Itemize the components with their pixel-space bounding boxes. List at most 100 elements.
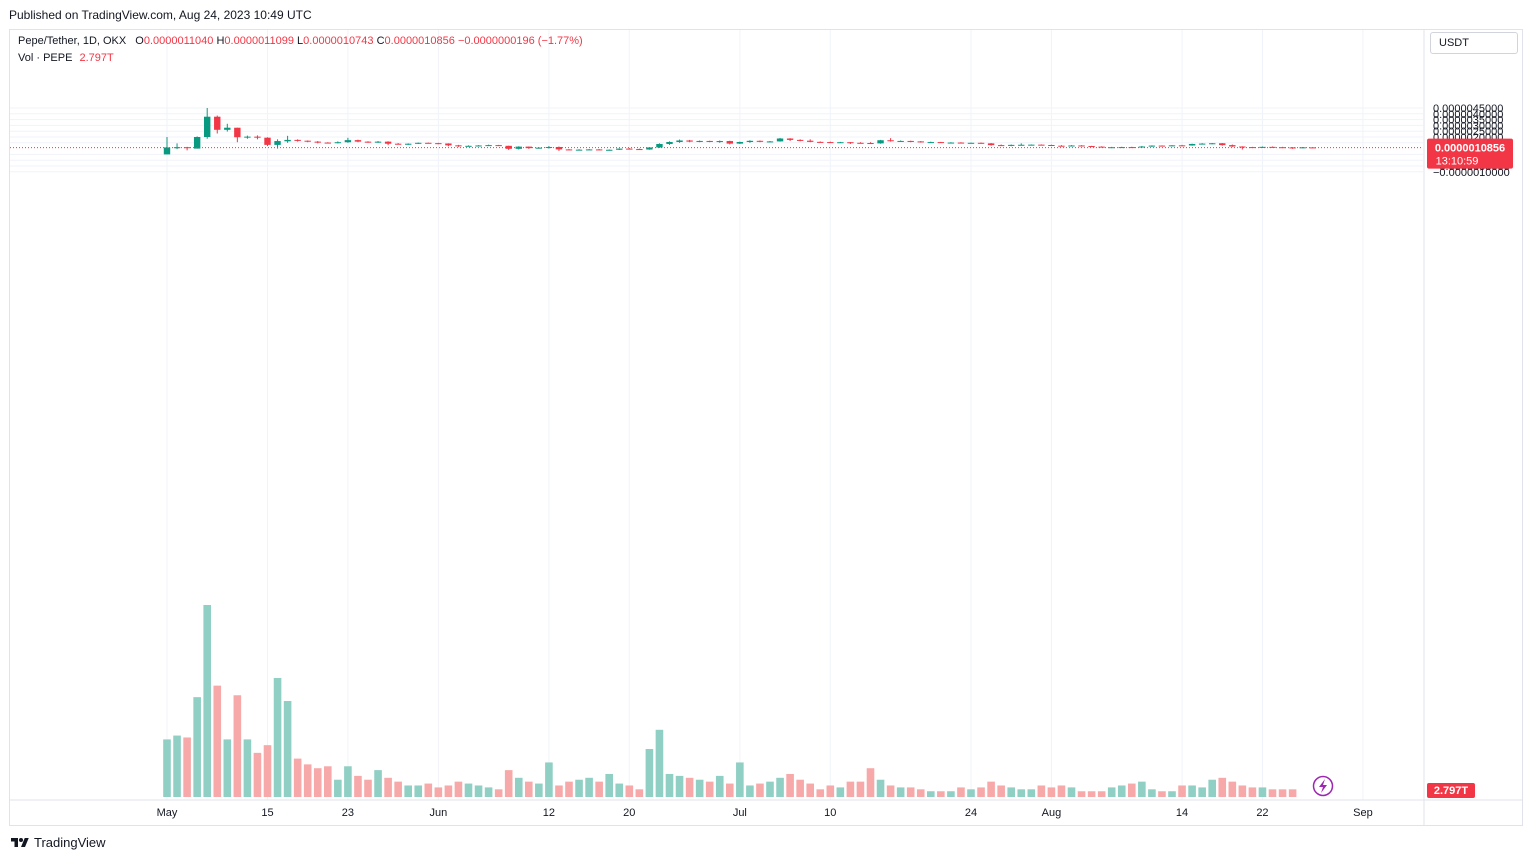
volume-bar	[886, 785, 895, 797]
time-axis-label: 23	[342, 807, 354, 819]
volume-bar	[736, 762, 744, 797]
lightning-icon[interactable]	[1312, 775, 1334, 797]
volume-bar	[1158, 791, 1166, 797]
price-axis-label: 0.0000035000	[1433, 115, 1503, 127]
volume-bar	[263, 745, 272, 797]
candle-body	[384, 141, 392, 144]
candle-body	[1078, 145, 1085, 147]
volume-bar	[585, 777, 593, 797]
candle-body	[776, 138, 784, 142]
volume-bar	[183, 737, 191, 797]
candle-body	[1209, 143, 1216, 145]
volume-bar	[283, 701, 292, 797]
volume-bar	[1248, 787, 1257, 797]
volume-bar	[525, 781, 533, 797]
volume-bar	[1138, 781, 1146, 797]
candle-body	[1088, 146, 1095, 148]
volume-bar	[535, 783, 543, 797]
price-axis-label: −0.0000010000	[1433, 167, 1510, 179]
candle-body	[1158, 145, 1166, 147]
volume-bar	[545, 762, 553, 797]
footer-brand-label: TradingView	[34, 835, 106, 850]
last-price-tag	[1427, 138, 1513, 169]
change-value: −0.0000000196 (−1.77%)	[457, 35, 583, 47]
candle-body	[676, 140, 683, 142]
close-value: 0.0000010856	[384, 35, 455, 47]
volume-bar	[1097, 791, 1106, 797]
candle-body	[1038, 144, 1045, 146]
volume-bar	[424, 783, 433, 797]
volume-bar	[605, 773, 613, 797]
candle-body	[606, 149, 613, 151]
footer-brand[interactable]: TradingView	[10, 835, 106, 850]
candle-body	[1128, 147, 1135, 149]
candle-body	[254, 136, 261, 138]
candle-body	[284, 139, 291, 142]
candle-body	[555, 146, 563, 150]
candle-body	[766, 141, 774, 143]
volume-bar	[836, 787, 845, 797]
time-axis-label: Jul	[733, 807, 747, 819]
candle-body	[656, 143, 663, 148]
symbol-label[interactable]: Pepe/Tether, 1D, OKX	[18, 35, 127, 47]
candle-body	[987, 143, 995, 146]
candle-body	[475, 145, 482, 147]
time-axis-label: Jun	[429, 807, 447, 819]
volume-bar	[193, 697, 201, 797]
volume-bar	[464, 783, 473, 797]
volume-bar	[474, 785, 483, 797]
volume-bar	[595, 781, 603, 797]
volume-bar	[1238, 785, 1247, 797]
currency-button[interactable]: USDT	[1430, 32, 1518, 54]
candle-body	[997, 145, 1005, 147]
candle-body	[1058, 145, 1065, 147]
volume-bar	[796, 779, 804, 797]
candle-body	[565, 149, 573, 151]
volume-bar	[1087, 791, 1096, 797]
candle-body	[214, 116, 221, 130]
candle-body	[1188, 143, 1196, 146]
volume-bar	[665, 773, 674, 797]
candle-body	[967, 142, 975, 144]
volume-bar	[1107, 787, 1116, 797]
time-axis-label: 14	[1176, 807, 1188, 819]
candle-body	[204, 116, 211, 137]
candle-body	[274, 141, 281, 145]
volume-bar	[303, 764, 312, 797]
volume-bar	[1037, 785, 1046, 797]
volume-legend: Vol · PEPE 2.797T	[18, 52, 114, 64]
volume-bar	[916, 789, 925, 797]
candle-body	[535, 147, 543, 149]
volume-bar	[203, 605, 211, 797]
volume-bar	[846, 781, 855, 797]
high-label: H	[216, 35, 225, 47]
volume-bar	[876, 779, 885, 797]
volume-bar	[635, 789, 644, 797]
volume-bar	[434, 787, 443, 797]
volume-label[interactable]: Vol · PEPE	[18, 52, 73, 64]
volume-bar	[1027, 789, 1036, 797]
volume-bar	[1258, 787, 1267, 797]
volume-bar	[384, 777, 392, 797]
candle-body	[947, 142, 955, 144]
volume-tag	[1427, 783, 1475, 798]
candle-body	[585, 149, 593, 151]
candle-body	[1168, 145, 1176, 147]
volume-bar	[675, 775, 684, 797]
candle-body	[405, 143, 412, 145]
candle-body	[1259, 146, 1266, 148]
time-axis-label: 20	[623, 807, 635, 819]
candle-body	[1008, 144, 1015, 146]
chart-frame	[9, 29, 1523, 826]
volume-bar	[1077, 791, 1086, 797]
candle-body	[917, 141, 924, 143]
volume-bar	[163, 739, 171, 797]
time-axis-label: Aug	[1042, 807, 1062, 819]
candle-body	[435, 143, 442, 145]
candle-body	[485, 145, 492, 147]
candle-body	[445, 143, 452, 146]
volume-tag-label: 2.797T	[1434, 785, 1469, 797]
candle-body	[1239, 146, 1246, 148]
time-axis-label: Sep	[1353, 807, 1373, 819]
